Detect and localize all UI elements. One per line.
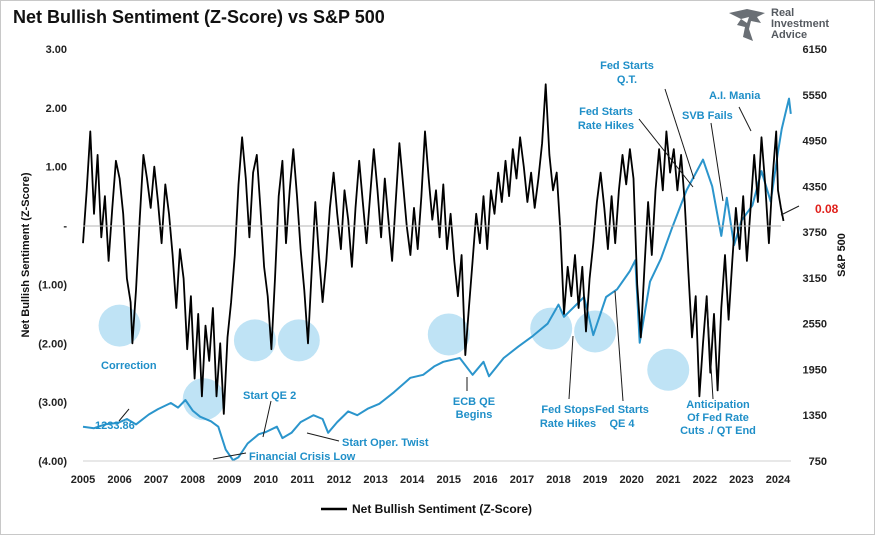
last-value-label: 0.08 (815, 202, 839, 216)
chart-title: Net Bullish Sentiment (Z-Score) vs S&P 5… (13, 7, 385, 27)
annotation-start-oper-twist: Start Oper. Twist (342, 437, 429, 449)
legend: Net Bullish Sentiment (Z-Score) (321, 502, 532, 516)
highlight-bubble (233, 319, 276, 362)
annotation-svb-fails: SVB Fails (682, 110, 733, 122)
annotation-leaders (118, 88, 800, 460)
y-left-tick-label: (3.00) (38, 397, 67, 409)
legend-label: Net Bullish Sentiment (Z-Score) (352, 502, 532, 516)
x-tick-label: 2017 (510, 474, 534, 486)
y-right-tick-label: 5550 (803, 90, 827, 102)
y-right-tick-label: 1350 (803, 410, 827, 422)
highlight-bubbles (98, 304, 690, 421)
y-right-tick-label: 6150 (803, 44, 827, 56)
brand-line-2: Investment (771, 18, 830, 30)
annotation-rate-cut-anticipation: Anticipation Of Fed Rate Cuts ./ QT End (680, 399, 756, 437)
x-tick-label: 2016 (473, 474, 497, 486)
x-tick-label: 2007 (144, 474, 168, 486)
x-tick-label: 2010 (254, 474, 278, 486)
brand-name: Real Investment Advice (771, 8, 829, 41)
highlight-bubble (277, 319, 320, 362)
y-right-axis-title: S&P 500 (836, 233, 848, 277)
y-left-axis-title: Net Bullish Sentiment (Z-Score) (20, 172, 32, 337)
highlight-bubble (530, 307, 573, 350)
y-right-tick-label: 750 (809, 456, 827, 468)
annotation-start-qe2: Start QE 2 (243, 390, 296, 402)
annotation-financial-crisis-low: Financial Crisis Low (249, 451, 356, 463)
y-left-tick-label: - (63, 221, 67, 233)
x-tick-label: 2013 (363, 474, 387, 486)
y-right-tick-label: 4950 (803, 136, 827, 148)
x-tick-label: 2005 (71, 474, 95, 486)
spx-line (82, 97, 792, 462)
y-right-tick-label: 1950 (803, 364, 827, 376)
sentiment-line (82, 83, 785, 415)
y-left-tick-label: 2.00 (46, 103, 67, 115)
x-tick-label: 2019 (583, 474, 607, 486)
highlight-bubble (98, 304, 141, 347)
brand-line-1: Real (771, 7, 795, 19)
spx-series (82, 97, 792, 462)
x-tick-label: 2009 (217, 474, 241, 486)
x-tick-label: 2008 (180, 474, 204, 486)
x-tick-label: 2022 (693, 474, 717, 486)
y-right-tick-label: 4350 (803, 181, 827, 193)
x-tick-label: 2006 (107, 474, 131, 486)
x-tick-label: 2012 (327, 474, 351, 486)
y-right-ticks: 6150 5550 4950 4350 3750 3150 2550 1950 1350 750 (803, 44, 827, 468)
y-right-tick-label: 2550 (803, 319, 827, 331)
y-right-tick-label: 3150 (803, 273, 827, 285)
brand-line-3: Advice (771, 29, 808, 41)
annotations: Correction 1233.86 Start QE 2 Financial … (95, 60, 839, 463)
annotation-ai-mania: A.I. Mania (709, 90, 761, 102)
annotation-fed-starts-qe4: Fed Starts QE 4 (595, 404, 649, 430)
annotation-fed-stops-rate-hikes: Fed Stops Rate Hikes (540, 404, 596, 430)
annotation-correction: Correction (101, 360, 157, 372)
annotation-2005-value: 1233.86 (95, 420, 135, 432)
annotation-ecb-qe: ECB QE Begins (453, 396, 495, 421)
y-left-ticks: 3.00 2.00 1.00 - (1.00) (2.00) (3.00) (4.00) (38, 44, 67, 468)
eagle-icon (729, 9, 765, 41)
x-tick-label: 2023 (729, 474, 753, 486)
highlight-bubble (427, 313, 470, 356)
x-tick-label: 2011 (291, 474, 315, 486)
x-tick-label: 2020 (619, 474, 643, 486)
x-tick-label: 2021 (656, 474, 680, 486)
sentiment-series (82, 83, 785, 415)
y-right-tick-label: 3750 (803, 227, 827, 239)
x-tick-label: 2024 (766, 474, 791, 486)
y-left-tick-label: (1.00) (38, 279, 67, 291)
x-ticks: 2005 2006 2007 2008 2009 2010 2011 2012 2013 2014… (71, 474, 791, 486)
x-tick-label: 2015 (437, 474, 461, 486)
y-left-tick-label: (2.00) (38, 338, 67, 350)
y-left-tick-label: 1.00 (46, 162, 67, 174)
y-left-tick-label: 3.00 (46, 44, 67, 56)
x-tick-label: 2014 (400, 474, 425, 486)
annotation-fed-starts-qt: Fed Starts Q.T. (600, 60, 654, 86)
annotation-fed-starts-rate-hikes: Fed Starts Rate Hikes (578, 106, 634, 132)
x-tick-label: 2018 (546, 474, 570, 486)
y-left-tick-label: (4.00) (38, 456, 67, 468)
brand-logo: Real Investment Advice (727, 7, 837, 43)
highlight-bubble (182, 378, 225, 421)
highlight-bubble (647, 348, 690, 391)
